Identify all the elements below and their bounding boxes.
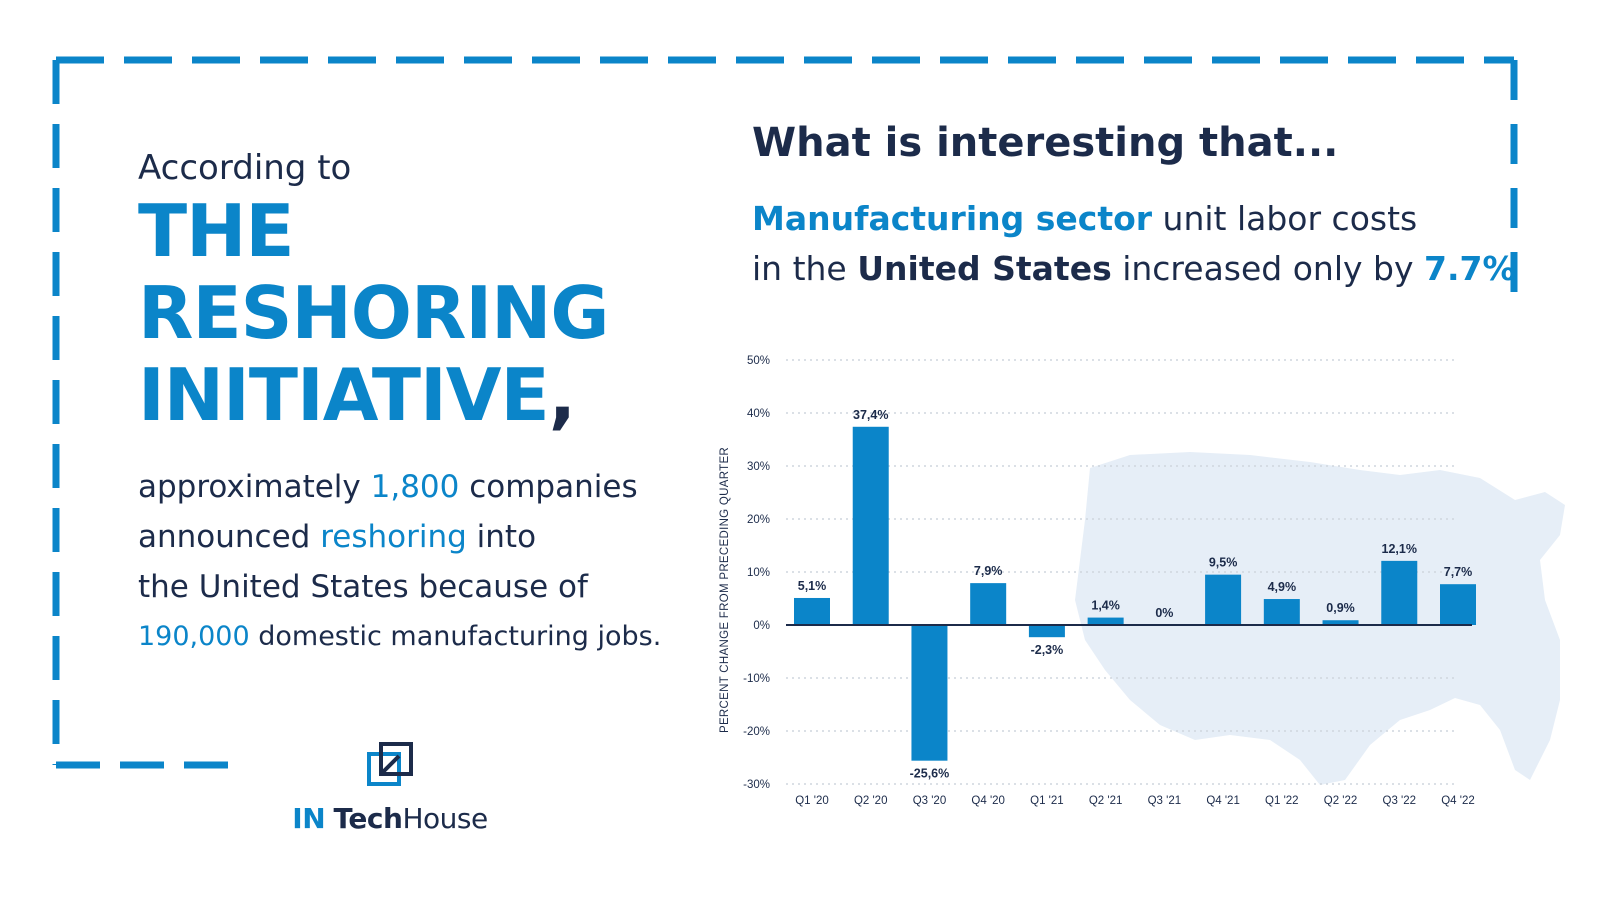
data-label: 1,4% xyxy=(1091,599,1120,613)
x-tick-label: Q4 '21 xyxy=(1206,795,1240,807)
right-header: What is interesting that... Manufacturin… xyxy=(752,118,1552,294)
us-map-background xyxy=(1075,452,1565,785)
data-label: 4,9% xyxy=(1268,580,1297,594)
subtitle-sector: Manufacturing sector xyxy=(752,199,1153,238)
bar xyxy=(1440,584,1476,625)
body-l1-pre: approximately xyxy=(138,469,371,505)
intechhouse-logo-icon xyxy=(367,742,413,786)
y-tick-label: 30% xyxy=(747,461,770,473)
x-tick-label: Q1 '20 xyxy=(795,795,829,807)
logo-wordmark: IN TechHouse xyxy=(290,802,490,835)
subtitle-country: United States xyxy=(857,249,1112,288)
right-title: What is interesting that... xyxy=(752,120,1339,166)
subtitle-pre-2: in the xyxy=(752,249,858,288)
reshoring-word: reshoring xyxy=(320,519,467,555)
subtitle-value: 7.7% xyxy=(1424,249,1516,288)
y-tick-label: 0% xyxy=(753,620,770,632)
data-label: 12,1% xyxy=(1382,542,1417,556)
bar xyxy=(852,426,889,625)
intro-text: According to xyxy=(138,148,352,188)
body-paragraph: approximately 1,800 companies announced … xyxy=(138,462,698,662)
y-axis-title: PERCENT CHANGE FROM PRECEDING QUARTER xyxy=(719,447,731,733)
headline-comma: , xyxy=(548,353,576,437)
x-tick-label: Q4 '22 xyxy=(1441,795,1475,807)
right-subtitle: Manufacturing sector unit labor costs in… xyxy=(752,194,1552,294)
bar xyxy=(1087,617,1124,625)
y-tick-label: -30% xyxy=(743,779,770,791)
x-tick-label: Q2 '22 xyxy=(1324,795,1358,807)
x-tick-label: Q1 '22 xyxy=(1265,795,1299,807)
data-label: 37,4% xyxy=(853,408,888,422)
subtitle-rest-1: unit labor costs xyxy=(1152,199,1418,238)
headline: THE RESHORING INITIATIVE, xyxy=(138,190,698,436)
x-tick-label: Q3 '21 xyxy=(1148,795,1182,807)
subtitle-mid-2: increased only by xyxy=(1111,249,1424,288)
company-logo: IN TechHouse xyxy=(290,740,490,835)
y-tick-label: 20% xyxy=(747,514,770,526)
body-l4-post: domestic manufacturing jobs. xyxy=(249,621,662,652)
x-tick-label: Q3 '22 xyxy=(1383,795,1417,807)
bars-layer xyxy=(786,426,1476,761)
y-tick-label: 40% xyxy=(747,408,770,420)
x-tick-label: Q3 '20 xyxy=(913,795,947,807)
body-l2-post: into xyxy=(466,519,537,555)
body-line-1: approximately 1,800 companies xyxy=(138,462,698,512)
data-label: 7,9% xyxy=(974,564,1003,578)
companies-count: 1,800 xyxy=(370,469,460,505)
body-line-2: announced reshoring into xyxy=(138,512,698,562)
data-label: 9,5% xyxy=(1209,556,1238,570)
labels-layer: -30% -20% -10% 0% 10% 20% 30% 40% 50% 5,1% Q1 '20 3… xyxy=(743,355,1475,807)
subtitle-line-1: Manufacturing sector unit labor costs xyxy=(752,194,1552,244)
data-label: -25,6% xyxy=(910,767,950,781)
x-tick-label: Q1 '21 xyxy=(1030,795,1064,807)
jobs-count: 190,000 xyxy=(138,621,250,652)
body-l2-pre: announced xyxy=(138,519,321,555)
headline-line-3: INITIATIVE, xyxy=(138,354,698,436)
headline-line-1: THE xyxy=(138,189,295,273)
data-label: 0,9% xyxy=(1326,601,1355,615)
data-label: -2,3% xyxy=(1031,643,1064,657)
body-l1-post: companies xyxy=(459,469,638,505)
body-line-4: 190,000 domestic manufacturing jobs. xyxy=(138,612,698,662)
data-label: 5,1% xyxy=(798,579,827,593)
data-label: 7,7% xyxy=(1444,565,1473,579)
logo-house: House xyxy=(402,802,488,835)
bar xyxy=(1028,625,1065,638)
subtitle-line-2: in the United States increased only by 7… xyxy=(752,244,1552,294)
logo-in: IN xyxy=(292,802,326,835)
bar xyxy=(970,583,1007,625)
bar xyxy=(1205,574,1242,625)
x-tick-label: Q4 '20 xyxy=(971,795,1005,807)
bar xyxy=(1322,620,1359,625)
left-panel: According to THE RESHORING INITIATIVE, a… xyxy=(138,148,698,662)
y-tick-label: -20% xyxy=(743,726,770,738)
logo-tech: Tech xyxy=(333,802,403,835)
bar xyxy=(1381,560,1418,625)
x-tick-label: Q2 '20 xyxy=(854,795,888,807)
headline-line-2: RESHORING xyxy=(138,271,610,355)
y-tick-label: 10% xyxy=(747,567,770,579)
y-tick-label: -10% xyxy=(743,673,770,685)
y-tick-label: 50% xyxy=(747,355,770,367)
bar xyxy=(911,625,948,761)
body-line-3: the United States because of xyxy=(138,569,588,605)
bar xyxy=(1263,599,1300,625)
headline-line-3-text: INITIATIVE xyxy=(138,353,550,437)
data-label: 0% xyxy=(1155,606,1173,620)
x-tick-label: Q2 '21 xyxy=(1089,795,1123,807)
bar xyxy=(794,597,830,625)
